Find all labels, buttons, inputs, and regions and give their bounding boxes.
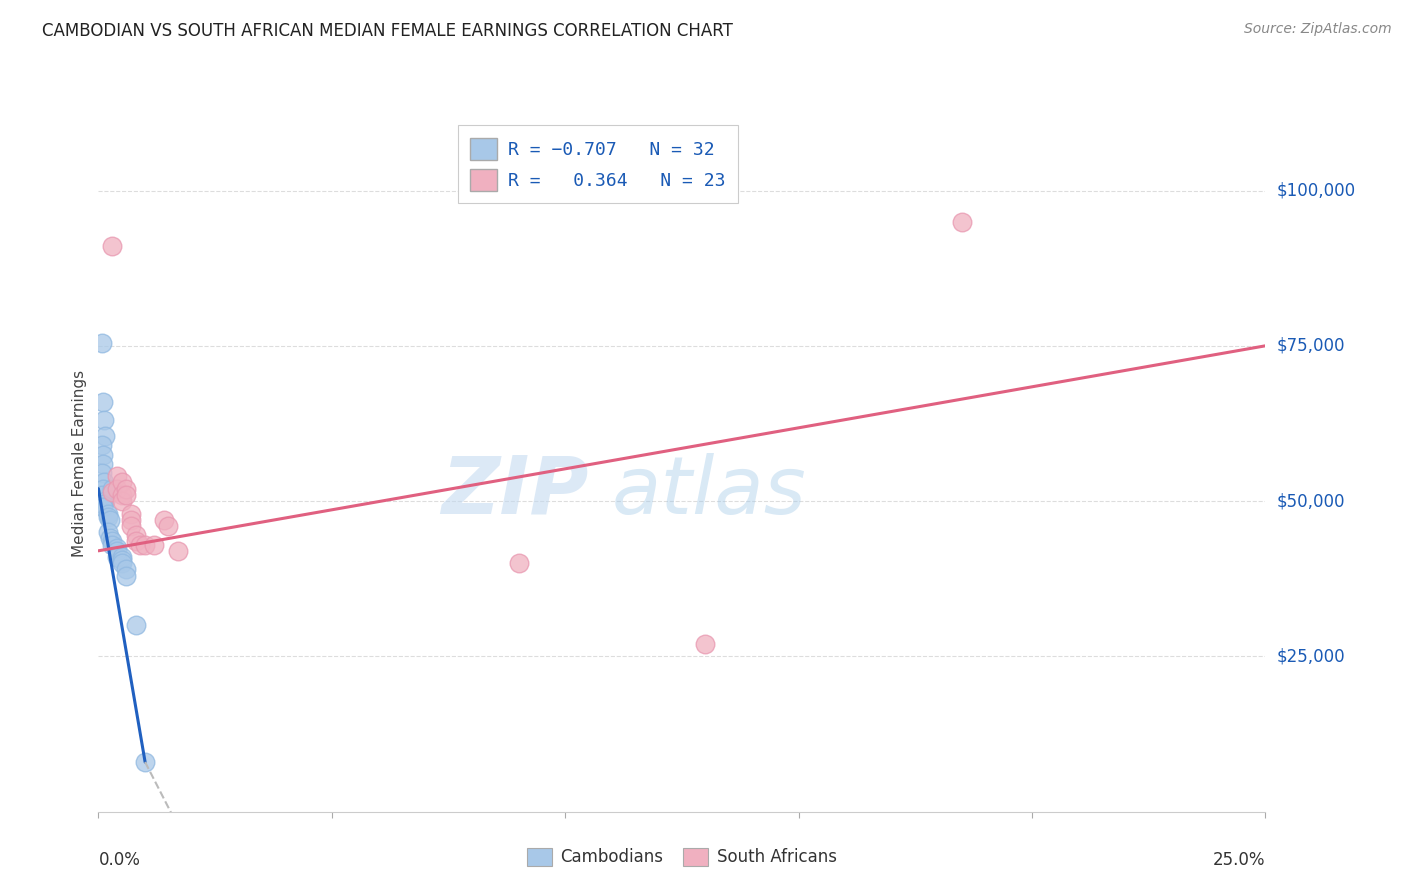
Text: Source: ZipAtlas.com: Source: ZipAtlas.com: [1244, 22, 1392, 37]
Point: [105, 541, 128, 555]
Text: 25.0%: 25.0%: [1213, 851, 1265, 869]
Text: ZIP: ZIP: [441, 452, 589, 531]
Point: [101, 482, 124, 496]
Y-axis label: Median Female Earnings: Median Female Earnings: [72, 370, 87, 558]
Text: $50,000: $50,000: [1277, 492, 1346, 510]
Point: [157, 519, 180, 533]
Point: [111, 549, 134, 564]
Point: [129, 538, 152, 552]
Point: [125, 534, 148, 549]
Point: [508, 556, 530, 570]
Point: [115, 562, 138, 576]
Point: [91, 497, 114, 511]
Point: [94, 494, 117, 508]
Text: CAMBODIAN VS SOUTH AFRICAN MEDIAN FEMALE EARNINGS CORRELATION CHART: CAMBODIAN VS SOUTH AFRICAN MEDIAN FEMALE…: [42, 22, 733, 40]
Text: 0.0%: 0.0%: [98, 851, 141, 869]
Point: [134, 755, 156, 769]
Point: [105, 482, 128, 496]
Point: [105, 549, 128, 564]
Point: [91, 438, 114, 452]
Text: $25,000: $25,000: [1277, 648, 1346, 665]
Point: [115, 488, 138, 502]
Point: [101, 538, 124, 552]
Legend: Cambodians, South Africans: Cambodians, South Africans: [520, 841, 844, 873]
Point: [152, 513, 174, 527]
Point: [695, 637, 717, 651]
Point: [101, 534, 124, 549]
Point: [98, 513, 121, 527]
Text: $75,000: $75,000: [1277, 337, 1346, 355]
Point: [97, 507, 120, 521]
Point: [120, 507, 142, 521]
Point: [111, 488, 134, 502]
Point: [166, 543, 188, 558]
Point: [120, 519, 142, 533]
Point: [91, 448, 114, 462]
Point: [111, 494, 134, 508]
Text: $100,000: $100,000: [1277, 181, 1355, 200]
Point: [91, 482, 114, 496]
Point: [125, 528, 148, 542]
Point: [91, 335, 114, 350]
Text: atlas: atlas: [612, 452, 807, 531]
Point: [950, 214, 973, 228]
Point: [143, 538, 166, 552]
Point: [93, 413, 115, 427]
Point: [105, 469, 128, 483]
Point: [115, 482, 138, 496]
Point: [98, 532, 121, 546]
Point: [111, 475, 134, 490]
Point: [91, 488, 114, 502]
Point: [101, 484, 124, 499]
Point: [91, 500, 114, 515]
Point: [91, 466, 114, 480]
Point: [111, 553, 134, 567]
Point: [105, 543, 128, 558]
Point: [93, 475, 115, 490]
Point: [115, 568, 138, 582]
Point: [101, 239, 124, 253]
Point: [134, 538, 156, 552]
Point: [125, 618, 148, 632]
Point: [111, 556, 134, 570]
Point: [91, 394, 114, 409]
Point: [91, 457, 114, 471]
Point: [97, 509, 120, 524]
Point: [120, 513, 142, 527]
Point: [94, 429, 117, 443]
Point: [97, 525, 120, 540]
